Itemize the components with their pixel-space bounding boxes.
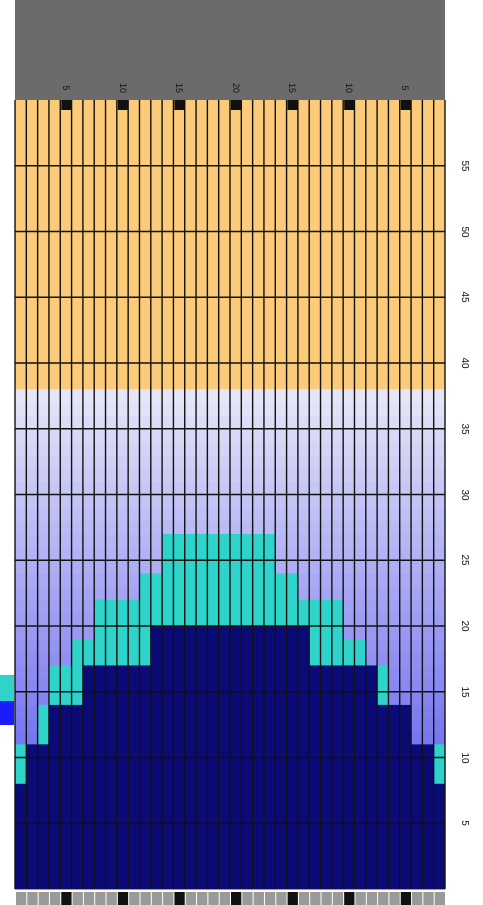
column-marker <box>231 100 242 110</box>
solid-column <box>48 704 61 889</box>
row-label: 15 <box>459 686 470 698</box>
footer-cell <box>310 892 321 905</box>
column-marker <box>400 100 412 110</box>
solid-column <box>411 744 423 889</box>
solid-column <box>82 665 95 889</box>
footer-cell <box>389 892 400 905</box>
footer-cell <box>27 892 38 905</box>
footer-cell <box>264 892 276 905</box>
column-marker <box>344 100 355 110</box>
row-label: 35 <box>459 423 470 435</box>
solid-column <box>26 744 38 889</box>
solid-column <box>343 665 355 889</box>
footer-cell <box>185 892 197 905</box>
solid-column <box>128 665 140 889</box>
solid-column <box>422 744 434 889</box>
row-label: 5 <box>459 820 470 827</box>
solid-column <box>60 704 72 889</box>
footer-cell <box>298 892 310 905</box>
footer-cell <box>174 892 185 905</box>
row-label: 40 <box>459 357 470 369</box>
footer-cell <box>163 892 174 905</box>
solid-column <box>105 665 118 889</box>
footer-cell <box>151 892 163 905</box>
solid-column <box>37 744 50 889</box>
solid-column <box>388 704 401 889</box>
column-marker <box>287 100 298 110</box>
footer-cell <box>423 892 434 905</box>
solid-column <box>94 665 106 889</box>
footer-cell <box>16 892 27 905</box>
fill-color-swatch <box>0 701 14 725</box>
solid-column <box>354 665 367 889</box>
column-label: 5 <box>400 85 411 91</box>
footer-cell <box>344 892 355 905</box>
column-label: 15 <box>174 82 185 93</box>
footer-cell <box>38 892 49 905</box>
column-marker <box>61 100 72 110</box>
solid-column <box>399 704 412 889</box>
column-marker <box>174 100 185 110</box>
footer-cell <box>106 892 117 905</box>
column-label: 20 <box>230 82 241 93</box>
footer-cell <box>332 892 344 905</box>
footer-cell <box>253 892 264 905</box>
row-label: 50 <box>459 225 470 238</box>
solid-column <box>116 665 129 889</box>
footer-cell <box>219 892 230 905</box>
footer-cell <box>366 892 378 905</box>
solid-column <box>377 704 389 889</box>
footer-cell <box>287 892 298 905</box>
footer-cell <box>95 892 106 905</box>
footer-cell <box>140 892 151 905</box>
footer-cell <box>231 892 242 905</box>
row-label: 55 <box>459 160 470 172</box>
column-label: 10 <box>117 82 128 93</box>
footer-cell <box>434 892 445 905</box>
footer-cell <box>208 892 219 905</box>
footer-cell <box>321 892 332 905</box>
row-label: 20 <box>459 620 470 632</box>
column-marker <box>117 100 129 110</box>
solid-column <box>71 704 84 889</box>
row-label: 45 <box>459 291 470 303</box>
footer-cell <box>400 892 412 905</box>
row-label: 10 <box>459 751 470 764</box>
footer-cell <box>129 892 140 905</box>
row-label: 30 <box>459 488 470 501</box>
footer-cell <box>355 892 366 905</box>
solid-column <box>365 665 378 889</box>
footer-cell <box>378 892 389 905</box>
column-label: 5 <box>60 85 71 91</box>
footer-cell <box>49 892 61 905</box>
surface-color-swatch <box>0 675 14 701</box>
footer-cell <box>242 892 253 905</box>
solid-column <box>139 665 152 889</box>
solid-column <box>15 783 27 889</box>
footer-cell <box>61 892 72 905</box>
footer-cell <box>412 892 423 905</box>
footer-cell <box>83 892 95 905</box>
footer-cell <box>72 892 83 905</box>
footer-cell <box>197 892 208 905</box>
column-label: 10 <box>343 82 354 93</box>
solid-column <box>309 665 321 889</box>
solid-column <box>320 665 333 889</box>
footer-cell <box>276 892 287 905</box>
grid-header-bar <box>15 0 445 100</box>
row-label: 25 <box>459 554 470 566</box>
solid-column <box>433 783 446 889</box>
solid-column <box>331 665 344 889</box>
footer-cell <box>117 892 129 905</box>
column-label: 15 <box>287 82 298 93</box>
